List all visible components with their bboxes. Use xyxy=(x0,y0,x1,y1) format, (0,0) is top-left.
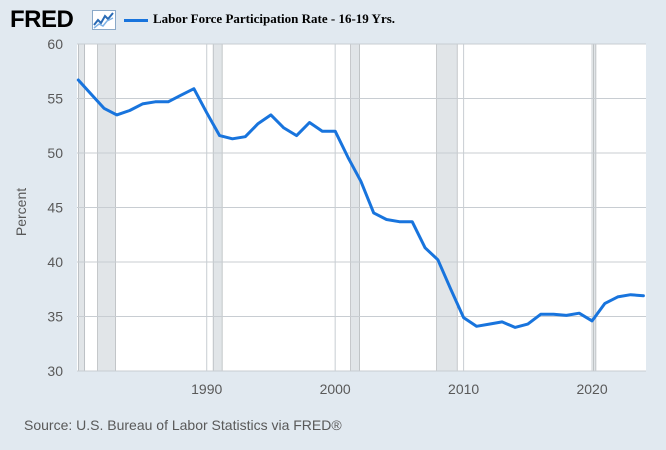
x-tick-labels: 1990 2000 2010 2020 xyxy=(191,381,608,397)
line-chart-icon xyxy=(92,10,116,30)
y-tick-labels: 30 35 40 45 50 55 60 xyxy=(47,36,63,379)
x-tick-label: 2020 xyxy=(576,381,607,397)
fred-logo[interactable]: FRED xyxy=(10,6,74,33)
series-lines xyxy=(76,78,645,329)
header-bar: FRED Labor Force Participation Rate - 16… xyxy=(0,0,666,40)
legend-swatch xyxy=(124,19,148,22)
grid-lines xyxy=(77,43,646,372)
series-line xyxy=(76,78,645,329)
y-tick-label: 60 xyxy=(47,36,63,52)
y-axis-label: Percent xyxy=(13,188,29,236)
x-tick-label: 1990 xyxy=(191,381,222,397)
legend-label: Labor Force Participation Rate - 16-19 Y… xyxy=(153,11,396,26)
y-tick-label: 45 xyxy=(47,200,63,216)
y-tick-label: 55 xyxy=(47,91,63,107)
x-tick-label: 2010 xyxy=(448,381,479,397)
source-note: Source: U.S. Bureau of Labor Statistics … xyxy=(24,417,342,433)
x-tick-label: 2000 xyxy=(320,381,351,397)
y-tick-label: 40 xyxy=(47,254,63,270)
y-tick-label: 35 xyxy=(47,309,63,325)
y-tick-label: 50 xyxy=(47,145,63,161)
y-tick-label: 30 xyxy=(47,363,63,379)
line-chart: 30 35 40 45 50 55 60 1990 2000 2010 2020 Percent xyxy=(13,36,646,397)
